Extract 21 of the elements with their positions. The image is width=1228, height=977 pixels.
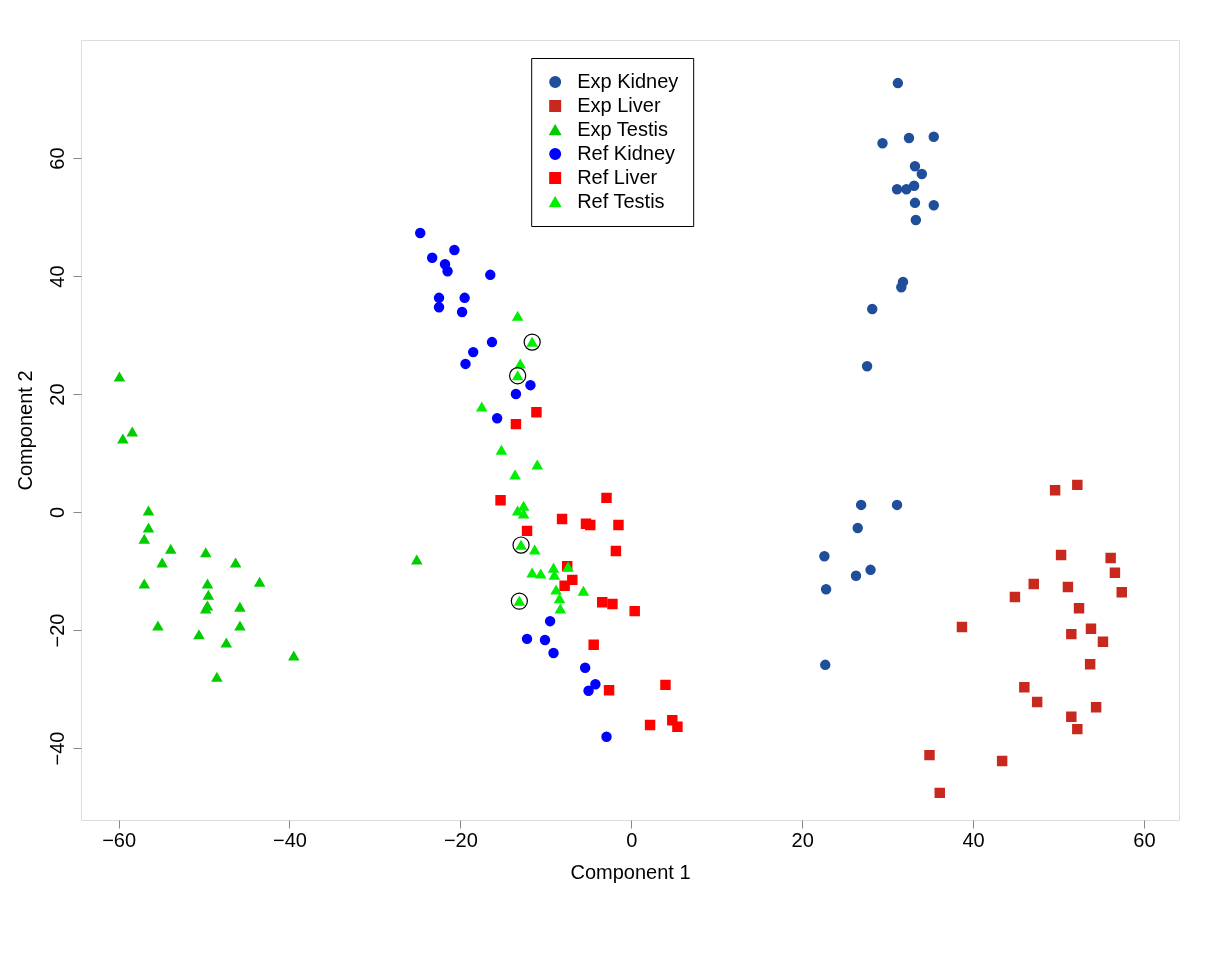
- legend-label: Exp Liver: [577, 94, 661, 116]
- x-tick-label: −20: [443, 828, 478, 851]
- x-tick-label: 0: [626, 828, 638, 851]
- y-axis-title: Component 2: [13, 370, 36, 491]
- y-tick-label: −40: [45, 731, 68, 766]
- x-tick-label: −40: [273, 828, 307, 851]
- x-tick-label: −60: [102, 828, 137, 851]
- x-axis-title: Component 1: [570, 860, 691, 883]
- x-tick-label: 20: [791, 828, 814, 851]
- legend-label: Ref Testis: [577, 190, 665, 212]
- y-tick-label: 0: [45, 506, 68, 519]
- y-tick-label: 20: [45, 383, 68, 406]
- x-tick-label: 60: [1133, 828, 1156, 851]
- legend-label: Exp Kidney: [577, 70, 679, 92]
- y-tick-label: 40: [45, 265, 68, 288]
- y-tick-label: −20: [45, 613, 68, 648]
- legend-label: Ref Kidney: [577, 142, 676, 164]
- y-tick-label: 60: [45, 147, 68, 170]
- legend-label: Exp Testis: [577, 118, 668, 140]
- x-tick-label: 40: [962, 828, 985, 851]
- legend-label: Ref Liver: [577, 166, 658, 188]
